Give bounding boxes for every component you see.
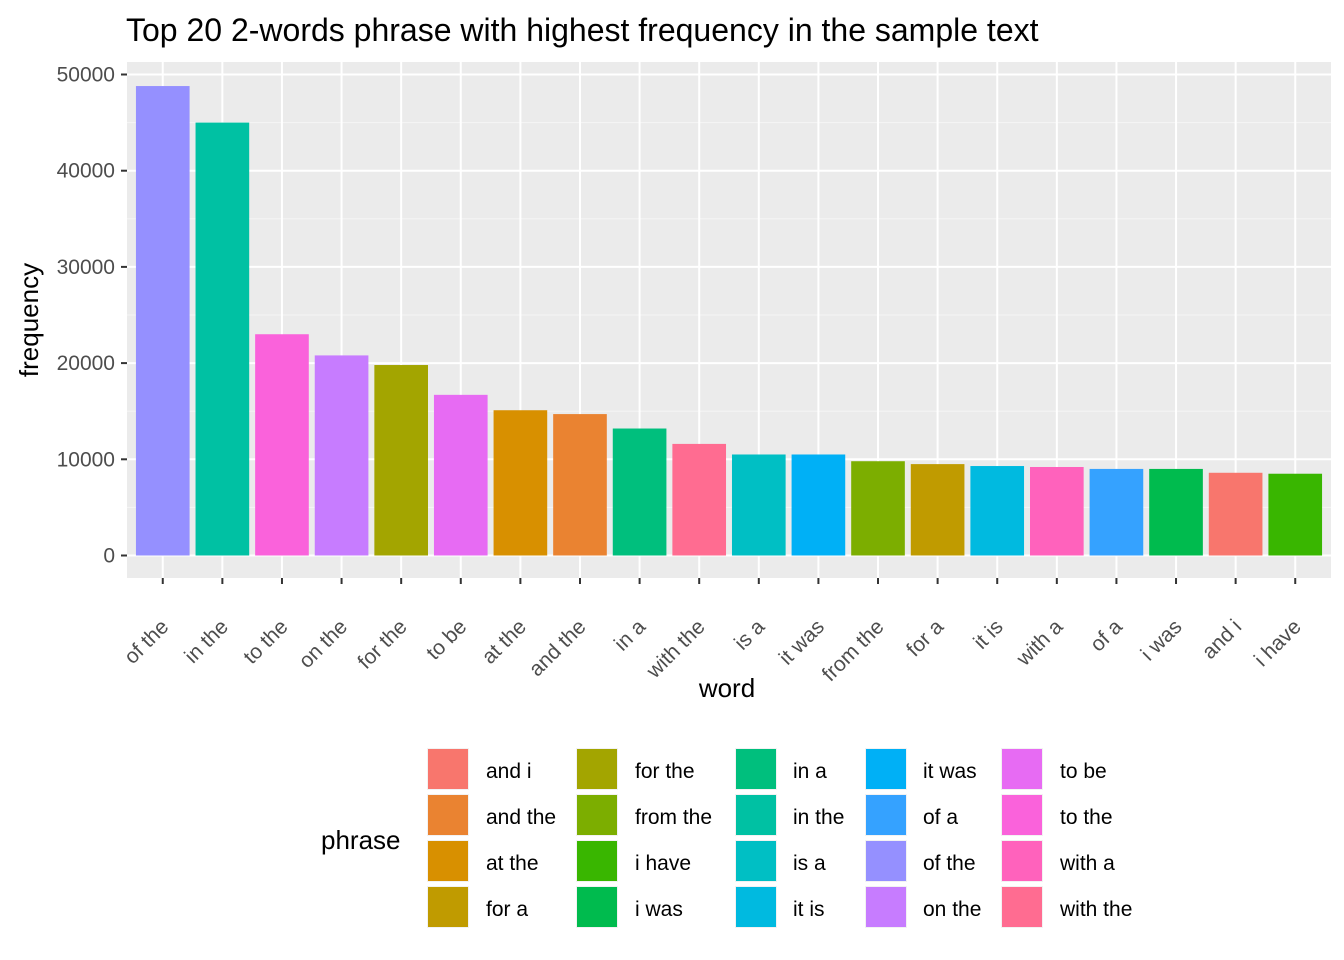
bar	[553, 414, 607, 556]
legend-swatch	[736, 749, 776, 789]
y-tick-label: 10000	[57, 448, 115, 471]
x-tick-label: and i	[1198, 615, 1246, 663]
bar	[1149, 468, 1203, 556]
legend-label: at the	[486, 852, 539, 875]
legend-swatch	[577, 841, 617, 881]
legend-label: on the	[923, 898, 981, 921]
y-tick-label: 0	[103, 545, 115, 568]
x-tick-label: in the	[180, 615, 233, 668]
legend-swatch	[866, 887, 906, 927]
bar	[612, 428, 667, 556]
x-tick-label: to the	[239, 615, 292, 668]
legend-swatch	[736, 841, 776, 881]
y-tick-label: 40000	[57, 160, 115, 183]
legend-label: with a	[1059, 852, 1115, 875]
x-axis-title: word	[698, 673, 755, 703]
legend-swatch	[1002, 841, 1042, 881]
bars	[135, 86, 1323, 556]
legend-title: phrase	[321, 825, 401, 855]
chart-title: Top 20 2-words phrase with highest frequ…	[126, 12, 1039, 48]
x-tick-label: for a	[902, 615, 948, 661]
y-tick-label: 20000	[57, 352, 115, 375]
x-tick-label: at the	[478, 615, 531, 668]
bar	[135, 86, 190, 556]
legend-swatch	[428, 749, 468, 789]
bar	[791, 454, 846, 556]
legend-label: from the	[635, 806, 712, 829]
x-tick-label: on the	[295, 615, 353, 673]
legend-label: in the	[793, 806, 844, 829]
bar	[374, 365, 428, 556]
bar	[314, 355, 369, 556]
legend-label: is a	[793, 852, 826, 875]
legend-label: for the	[635, 760, 695, 783]
bar	[910, 464, 965, 556]
bar	[433, 394, 488, 556]
x-tick-label: it is	[969, 615, 1008, 654]
bar	[731, 454, 786, 556]
x-tick-label: from the	[818, 615, 889, 686]
x-tick-label: and the	[525, 615, 591, 681]
y-tick-label: 30000	[57, 256, 115, 279]
x-tick-label: for the	[353, 615, 411, 673]
y-axis: 0 10000 20000 30000 40000 50000	[57, 64, 127, 568]
legend-items: and i and the at the for a for the from the i …	[427, 748, 1132, 928]
legend-swatch	[866, 795, 906, 835]
bar	[672, 443, 727, 556]
legend: phrase and i and the at the for a for the fro…	[321, 748, 1132, 928]
legend-label: for a	[486, 898, 528, 921]
legend-swatch	[428, 887, 468, 927]
x-tick-label: in a	[610, 615, 650, 655]
legend-label: of the	[923, 852, 976, 875]
legend-label: with the	[1059, 898, 1132, 921]
y-tick-label: 50000	[57, 64, 115, 87]
legend-swatch	[1002, 887, 1042, 927]
legend-swatch	[577, 795, 617, 835]
legend-label: i have	[635, 852, 691, 875]
x-axis: of the in the to the on the for the to be at t…	[120, 578, 1306, 686]
bar	[970, 466, 1025, 556]
legend-swatch	[736, 795, 776, 835]
legend-label: to be	[1060, 760, 1107, 783]
x-tick-label: i was	[1136, 615, 1186, 665]
legend-swatch	[428, 795, 468, 835]
legend-swatch	[1002, 749, 1042, 789]
legend-swatch	[866, 841, 906, 881]
x-tick-label: is a	[730, 615, 770, 655]
bar	[851, 461, 905, 556]
legend-swatch	[736, 887, 776, 927]
legend-swatch	[866, 749, 906, 789]
bar	[1208, 472, 1263, 556]
legend-label: it is	[793, 898, 825, 921]
x-tick-label: with a	[1012, 615, 1068, 671]
legend-label: in a	[793, 760, 827, 783]
legend-swatch	[577, 749, 617, 789]
x-tick-label: of the	[120, 615, 173, 668]
legend-label: of a	[923, 806, 958, 829]
x-tick-label: i have	[1250, 615, 1306, 671]
legend-label: and the	[486, 806, 556, 829]
legend-label: to the	[1060, 806, 1113, 829]
x-tick-label: to be	[422, 615, 471, 664]
x-tick-label: it was	[775, 615, 829, 669]
legend-label: and i	[486, 760, 532, 783]
bar	[1268, 473, 1323, 556]
x-tick-label: of a	[1086, 615, 1127, 656]
bar	[1030, 466, 1084, 556]
legend-label: it was	[923, 760, 977, 783]
legend-label: i was	[635, 898, 683, 921]
legend-swatch	[428, 841, 468, 881]
bar	[493, 410, 548, 556]
y-axis-title: frequency	[14, 263, 44, 377]
bar	[195, 122, 250, 556]
legend-swatch	[1002, 795, 1042, 835]
bar	[255, 334, 309, 556]
bar	[1089, 468, 1144, 556]
legend-swatch	[577, 887, 617, 927]
